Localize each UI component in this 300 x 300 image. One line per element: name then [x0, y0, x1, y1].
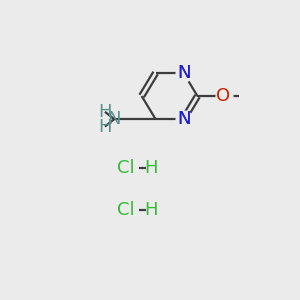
Text: H: H [98, 103, 112, 121]
Text: H: H [145, 159, 158, 177]
Text: N: N [107, 110, 121, 128]
Text: Cl: Cl [117, 159, 135, 177]
Text: N: N [177, 64, 190, 82]
Text: H: H [145, 201, 158, 219]
Text: H: H [98, 118, 112, 136]
Text: N: N [177, 64, 190, 82]
Text: N: N [177, 110, 190, 128]
Text: N: N [177, 110, 190, 128]
Text: Cl: Cl [117, 201, 135, 219]
Text: O: O [216, 87, 231, 105]
